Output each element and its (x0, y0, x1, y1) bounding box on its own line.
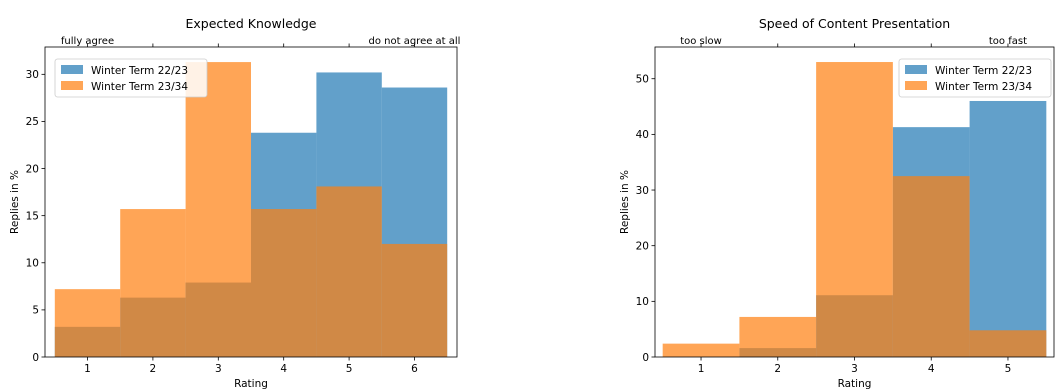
chart-title: Expected Knowledge (185, 16, 316, 31)
x-tick-label: 1 (698, 363, 705, 375)
top-left-label: too slow (680, 36, 722, 47)
legend-box (54, 58, 208, 98)
y-tick-label: 40 (636, 129, 649, 141)
legend-label-0: Winter Term 22/23 (935, 65, 1032, 77)
bar-1-2 (816, 62, 893, 358)
legend-label-1: Winter Term 23/34 (935, 81, 1032, 93)
x-tick-label: 2 (774, 363, 781, 375)
series-1 (54, 62, 448, 357)
bar-1-4 (316, 186, 382, 357)
series-1 (662, 62, 1047, 358)
y-tick-label: 20 (636, 240, 649, 252)
legend: Winter Term 22/23 Winter Term 23/34 (54, 58, 208, 98)
y-tick-label: 10 (26, 258, 39, 270)
x-tick-label: 5 (1005, 363, 1012, 375)
x-tick-label: 5 (346, 363, 353, 375)
y-axis-label: Replies in % (9, 170, 21, 234)
y-tick-label: 5 (32, 305, 39, 317)
bar-0-4 (969, 100, 1047, 358)
x-tick-label: 6 (411, 363, 418, 375)
x-tick-label: 3 (215, 363, 222, 375)
bar-1-2 (185, 62, 251, 357)
y-tick-label: 15 (26, 210, 39, 222)
bar-1-1 (739, 316, 817, 357)
legend-swatch-1 (905, 81, 927, 90)
legend: Winter Term 22/23 Winter Term 23/34 (898, 58, 1052, 98)
y-tick-label: 20 (26, 163, 39, 175)
legend-swatch-0 (61, 65, 83, 74)
bar-1-5 (381, 243, 448, 357)
y-tick-label: 30 (636, 185, 649, 197)
chart-expected-knowledge: 1 2 3 4 5 6 0 5 10 15 20 25 30 Expected Knowledge full… (9, 16, 461, 390)
plot-frame (44, 46, 458, 358)
x-axis-label: Rating (234, 378, 268, 390)
bar-1-0 (662, 343, 740, 357)
y-tick-label: 50 (636, 74, 649, 86)
bar-1-3 (892, 176, 970, 357)
chart-title: Speed of Content Presentation (759, 16, 950, 31)
x-tick-label: 4 (280, 363, 287, 375)
y-tick-label: 0 (642, 352, 649, 364)
legend-label-0: Winter Term 22/23 (91, 65, 188, 77)
x-tick-label: 3 (851, 363, 858, 375)
y-axis-label: Replies in % (619, 170, 631, 234)
y-tick-label: 25 (26, 116, 39, 128)
x-tick-label: 2 (150, 363, 157, 375)
bar-1-4 (969, 330, 1047, 357)
legend-box (898, 58, 1052, 98)
legend-label-1: Winter Term 23/34 (91, 81, 188, 93)
legend-swatch-0 (905, 65, 927, 74)
bar-1-0 (54, 289, 121, 357)
x-tick-label: 4 (928, 363, 935, 375)
legend-swatch-1 (61, 81, 83, 90)
top-right-label: too fast (989, 36, 1027, 47)
x-axis-label: Rating (838, 378, 872, 390)
top-right-label: do not agree at all (369, 36, 461, 47)
top-left-label: fully agree (61, 36, 114, 47)
y-tick-label: 10 (636, 296, 649, 308)
y-tick-label: 0 (32, 352, 39, 364)
x-tick-label: 1 (84, 363, 91, 375)
bar-1-1 (120, 209, 186, 357)
bar-1-3 (251, 209, 317, 357)
y-tick-label: 30 (26, 69, 39, 81)
